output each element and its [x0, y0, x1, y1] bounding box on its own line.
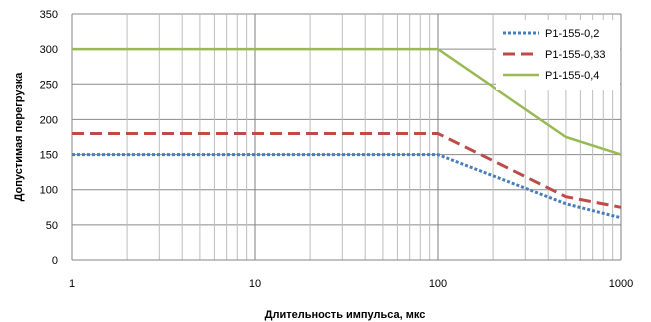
x-tick-label: 100 — [429, 278, 447, 290]
grid-lines — [71, 13, 622, 261]
tick-labels: 0 50 100 150 200 250 300 350 1 10 100 1000 — [40, 9, 634, 290]
y-tick-label: 250 — [40, 79, 58, 91]
y-axis-label: Допустимая перегрузка — [13, 72, 25, 202]
y-tick-label: 0 — [52, 255, 58, 267]
legend-label-2: Р1-155-0,33 — [545, 49, 606, 61]
y-tick-label: 100 — [40, 185, 58, 197]
series-lines — [72, 47, 622, 220]
x-axis-label: Длительность импульса, мкс — [265, 309, 426, 321]
x-tick-label: 10 — [249, 278, 261, 290]
y-tick-label: 200 — [40, 114, 58, 126]
axes — [71, 14, 621, 261]
series-line-1 — [72, 153, 622, 220]
y-tick-label: 350 — [40, 9, 58, 21]
legend-label-3: Р1-155-0,4 — [545, 70, 599, 82]
legend-label-1: Р1-155-0,2 — [545, 28, 599, 40]
x-tick-label: 1000 — [609, 278, 633, 290]
y-tick-label: 150 — [40, 150, 58, 162]
y-tick-label: 50 — [46, 220, 58, 232]
legend: Р1-155-0,2 Р1-155-0,33 Р1-155-0,4 — [496, 20, 620, 90]
y-tick-label: 300 — [40, 44, 58, 56]
series-line-3 — [72, 47, 622, 156]
x-tick-label: 1 — [69, 278, 75, 290]
series-line-2 — [72, 132, 622, 209]
legend-box — [496, 20, 620, 90]
